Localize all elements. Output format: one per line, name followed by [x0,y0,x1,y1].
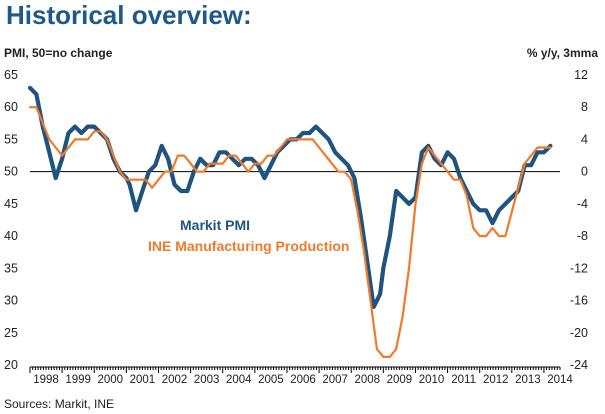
right-tick-label: 0 [581,165,588,179]
left-tick-label: 55 [4,132,18,146]
x-tick-label: 1998 [33,374,59,386]
left-tick-label: 50 [4,165,18,179]
left-tick-label: 45 [4,197,18,211]
right-axis-ticks: -24 -20 -16 -12 -8 -4 0 4 8 12 [570,68,588,372]
x-tick-label: 1999 [65,374,91,386]
legend-markit-pmi: Markit PMI [180,217,250,233]
right-tick-label: -12 [570,261,588,275]
left-tick-label: 20 [4,358,18,372]
left-tick-label: 65 [4,68,18,82]
left-axis-label: PMI, 50=no change [4,46,113,60]
series-line-ine-production [28,106,552,358]
source-note: Sources: Markit, INE [4,397,114,411]
x-tick-label: 2013 [515,374,541,386]
right-tick-label: 12 [574,68,588,82]
left-axis-ticks: 20 25 30 35 40 45 50 55 60 65 [4,68,18,372]
x-tick-label: 2010 [419,374,445,386]
x-tick-label: 2001 [130,374,156,386]
x-tick-label: 2011 [451,374,476,386]
right-tick-label: -20 [570,326,588,340]
legend-ine-production: INE Manufacturing Production [148,238,349,254]
right-tick-label: -24 [570,358,588,372]
right-tick-label: 8 [581,100,588,114]
x-tick-label: 2014 [547,374,573,386]
right-tick-label: -4 [577,197,588,211]
x-tick-label: 2000 [98,374,124,386]
left-tick-label: 30 [4,294,18,308]
right-tick-label: -8 [577,229,588,243]
left-tick-label: 40 [4,229,18,243]
x-tick-label: 2007 [322,374,348,386]
right-tick-label: 4 [581,132,588,146]
x-tick-label: 2012 [483,374,509,386]
x-tick-label: 2006 [290,374,316,386]
series-line-markit-pmi [27,85,553,310]
right-axis-label: % y/y, 3mma [527,46,598,60]
x-tick-label: 2004 [226,374,252,386]
x-tick-label: 2008 [354,374,380,386]
x-tick-label: 2002 [162,374,188,386]
x-tick-label: 2003 [194,374,220,386]
left-tick-label: 35 [4,261,18,275]
x-tick-label: 2009 [387,374,413,386]
series-group [27,85,553,358]
right-tick-label: -16 [570,294,588,308]
x-tick-label: 2005 [258,374,284,386]
chart-title: Historical overview: [6,0,252,30]
x-axis-ticks: 1998 1999 2000 2001 2002 2003 2004 2005 2006 2007… [29,367,573,386]
left-tick-label: 25 [4,326,18,340]
left-tick-label: 60 [4,100,18,114]
